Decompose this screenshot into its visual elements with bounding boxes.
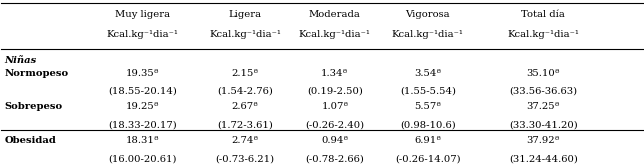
Text: 1.07ª: 1.07ª [321,102,348,111]
Text: 37.25ª: 37.25ª [527,102,560,111]
Text: (-0.78-2.66): (-0.78-2.66) [305,154,365,163]
Text: 2.15ª: 2.15ª [231,69,259,78]
Text: (31.24-44.60): (31.24-44.60) [509,154,578,163]
Text: (1.55-5.54): (1.55-5.54) [400,87,456,96]
Text: 35.10ª: 35.10ª [527,69,560,78]
Text: 1.34ª: 1.34ª [321,69,348,78]
Text: Total día: Total día [521,10,565,20]
Text: (0.98-10.6): (0.98-10.6) [400,121,456,130]
Text: Ligera: Ligera [229,10,261,20]
Text: (1.72-3.61): (1.72-3.61) [217,121,273,130]
Text: 5.57ª: 5.57ª [414,102,441,111]
Text: (1.54-2.76): (1.54-2.76) [217,87,273,96]
Text: Kcal.kg⁻¹dia⁻¹: Kcal.kg⁻¹dia⁻¹ [299,30,371,39]
Text: Kcal.kg⁻¹dia⁻¹: Kcal.kg⁻¹dia⁻¹ [507,30,579,39]
Text: 3.54ª: 3.54ª [414,69,441,78]
Text: Kcal.kg⁻¹dia⁻¹: Kcal.kg⁻¹dia⁻¹ [106,30,178,39]
Text: (-0.26-2.40): (-0.26-2.40) [305,121,365,130]
Text: 19.35ª: 19.35ª [126,69,159,78]
Text: Niñas: Niñas [5,56,37,65]
Text: 19.25ª: 19.25ª [126,102,159,111]
Text: (18.33-20.17): (18.33-20.17) [108,121,177,130]
Text: Kcal.kg⁻¹dia⁻¹: Kcal.kg⁻¹dia⁻¹ [392,30,464,39]
Text: 2.67ª: 2.67ª [232,102,258,111]
Text: Obesidad: Obesidad [5,136,57,145]
Text: Kcal.kg⁻¹dia⁻¹: Kcal.kg⁻¹dia⁻¹ [209,30,281,39]
Text: (0.19-2.50): (0.19-2.50) [307,87,363,96]
Text: (16.00-20.61): (16.00-20.61) [108,154,176,163]
Text: 6.91ª: 6.91ª [414,136,441,145]
Text: Sobrepeso: Sobrepeso [5,102,62,111]
Text: (-0.73-6.21): (-0.73-6.21) [216,154,274,163]
Text: Muy ligera: Muy ligera [115,10,170,20]
Text: (-0.26-14.07): (-0.26-14.07) [395,154,460,163]
Text: (33.30-41.20): (33.30-41.20) [509,121,578,130]
Text: 0.94ª: 0.94ª [321,136,348,145]
Text: 37.92ª: 37.92ª [527,136,560,145]
Text: Normopeso: Normopeso [5,69,69,78]
Text: 2.74ª: 2.74ª [231,136,259,145]
Text: Moderada: Moderada [309,10,361,20]
Text: 18.31ª: 18.31ª [126,136,159,145]
Text: Vigorosa: Vigorosa [406,10,450,20]
Text: (18.55-20.14): (18.55-20.14) [108,87,177,96]
Text: (33.56-36.63): (33.56-36.63) [509,87,577,96]
